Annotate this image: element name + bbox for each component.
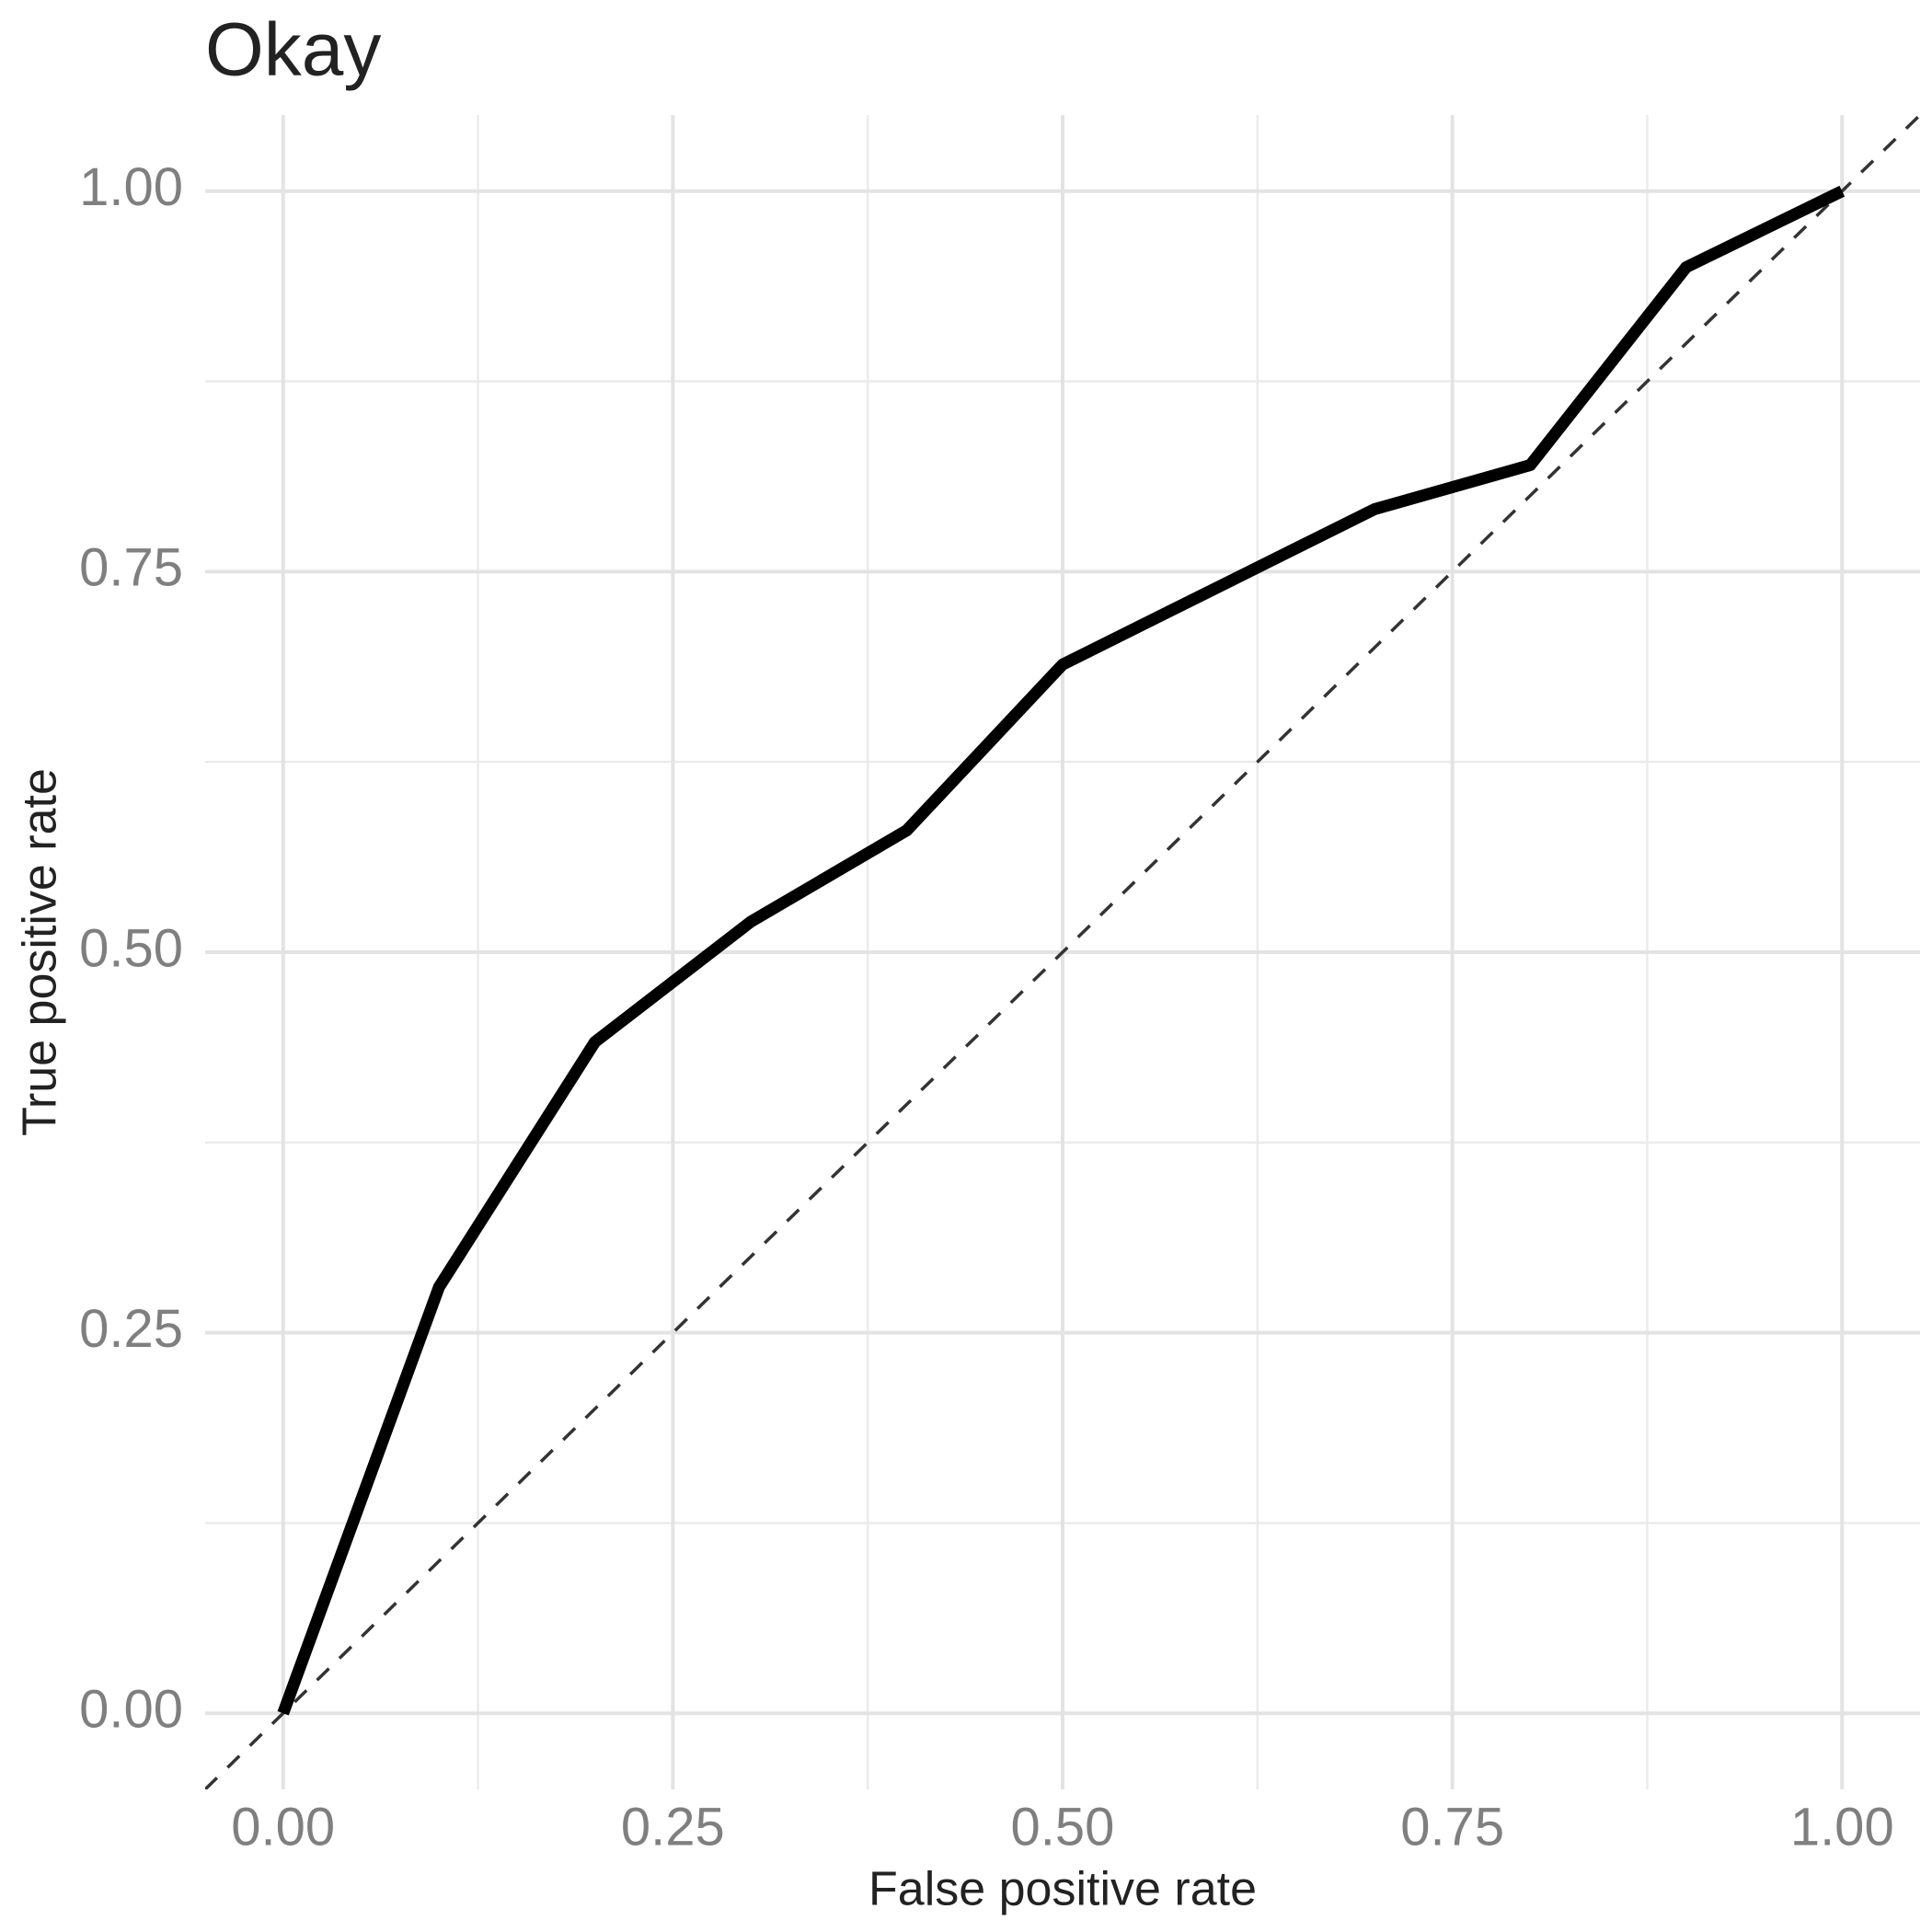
chart-title: Okay bbox=[205, 8, 381, 92]
roc-line bbox=[277, 185, 1846, 1716]
x-tick-label: 0.50 bbox=[1011, 1797, 1115, 1857]
y-tick-label: 0.00 bbox=[79, 1680, 183, 1740]
x-tick-label: 0.75 bbox=[1400, 1797, 1504, 1857]
x-tick-label: 0.00 bbox=[231, 1797, 335, 1857]
y-tick-label: 0.75 bbox=[79, 538, 183, 598]
x-tick-label: 0.25 bbox=[621, 1797, 725, 1857]
y-axis-title: True positive rate bbox=[14, 768, 67, 1136]
y-tick-label: 0.50 bbox=[79, 918, 183, 978]
y-tick-label: 1.00 bbox=[79, 157, 183, 217]
x-tick-label: 1.00 bbox=[1790, 1797, 1894, 1857]
reference-line bbox=[205, 115, 1920, 1789]
x-axis-title: False positive rate bbox=[868, 1863, 1257, 1916]
y-tick-label: 0.25 bbox=[79, 1299, 183, 1359]
